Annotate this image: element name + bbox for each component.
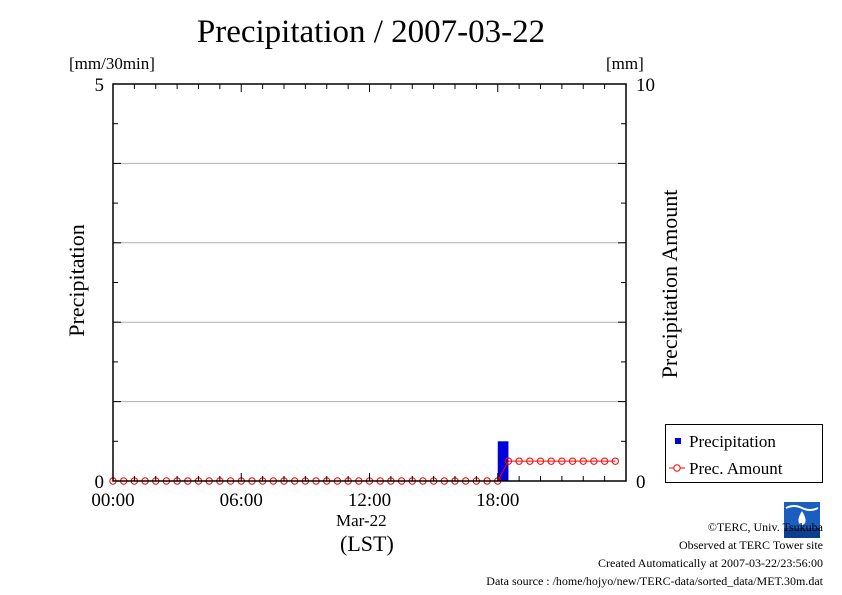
credit-observed: Observed at TERC Tower site [678,538,823,552]
chart-legend: Precipitation Prec. Amount [665,424,823,483]
x-tick-label: 06:00 [220,490,263,511]
legend-item-amount: Prec. Amount [666,456,822,480]
amount-point [600,457,609,465]
right-axis-title: Precipitation Amount [657,190,682,379]
amount-point [579,457,587,465]
left-axis-title: Precipitation [64,224,89,336]
amount-point [504,457,513,465]
legend-label-precipitation: Precipitation [689,432,776,451]
y-left-tick-label: 5 [95,75,105,96]
axis-ticks: 00:00 06:00 12:00 18:00 0 5 0 10 [91,75,655,511]
y-left-tick-label: 0 [95,472,105,493]
legend-item-precipitation: Precipitation [666,429,822,453]
terc-logo [784,502,820,538]
left-axis-unit: [mm/30min] [69,54,155,73]
right-axis-unit: [mm] [606,54,644,73]
grid-lines [113,162,626,403]
legend-circle-swatch [669,464,685,472]
chart-marks [109,441,620,485]
amount-point [590,457,598,465]
amount-point [515,457,523,465]
legend-bar-swatch [675,438,681,444]
x-axis-date-label: Mar-22 [336,511,387,530]
credit-created: Created Automatically at 2007-03-22/23:5… [598,556,823,570]
credit-source: Data source : /home/hojyo/new/TERC-data/… [486,574,823,588]
y-right-tick-label: 10 [636,75,655,96]
precipitation-bar [497,441,509,481]
legend-label-amount: Prec. Amount [689,459,783,478]
amount-point [547,457,555,465]
chart-title: Precipitation / 2007-03-22 [196,14,546,50]
credit-copyright: ©TERC, Univ. Tsukuba [707,520,823,534]
amount-point [526,457,534,465]
x-tick-label: 12:00 [348,490,391,511]
amount-point [568,457,577,465]
y-right-tick-label: 0 [636,472,646,493]
amount-point [611,457,620,465]
plot-frame [112,83,627,482]
x-tick-label: 18:00 [476,490,519,511]
x-axis-timezone-label: (LST) [340,531,394,556]
amount-point [558,457,566,465]
x-tick-label: 00:00 [91,490,134,511]
amount-point [536,457,545,465]
